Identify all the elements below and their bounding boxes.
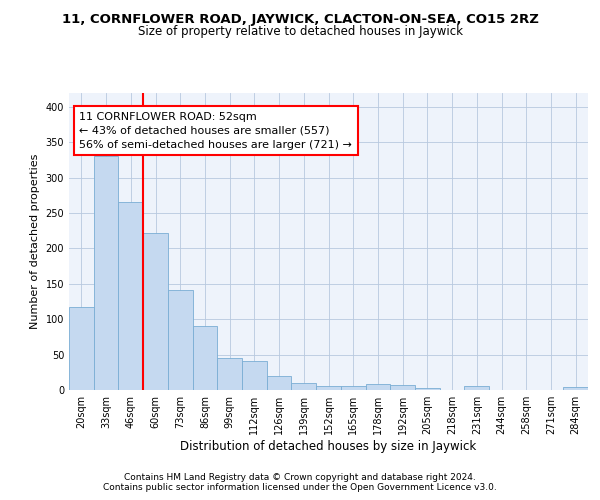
Text: 11 CORNFLOWER ROAD: 52sqm
← 43% of detached houses are smaller (557)
56% of semi: 11 CORNFLOWER ROAD: 52sqm ← 43% of detac… [79, 112, 352, 150]
Bar [118, 202, 143, 390]
Bar [193, 326, 217, 390]
Bar [292, 383, 316, 390]
Bar [464, 386, 489, 390]
Bar [267, 376, 292, 390]
Bar [217, 358, 242, 390]
Bar [143, 233, 168, 390]
Bar [94, 156, 118, 390]
Bar [168, 290, 193, 390]
Y-axis label: Number of detached properties: Number of detached properties [30, 154, 40, 329]
Text: Contains public sector information licensed under the Open Government Licence v3: Contains public sector information licen… [103, 484, 497, 492]
Text: Size of property relative to detached houses in Jaywick: Size of property relative to detached ho… [137, 25, 463, 38]
X-axis label: Distribution of detached houses by size in Jaywick: Distribution of detached houses by size … [181, 440, 476, 453]
Bar [365, 384, 390, 390]
Bar [341, 386, 365, 390]
Text: 11, CORNFLOWER ROAD, JAYWICK, CLACTON-ON-SEA, CO15 2RZ: 11, CORNFLOWER ROAD, JAYWICK, CLACTON-ON… [62, 12, 538, 26]
Bar [316, 386, 341, 390]
Bar [563, 387, 588, 390]
Bar [415, 388, 440, 390]
Bar [390, 385, 415, 390]
Text: Contains HM Land Registry data © Crown copyright and database right 2024.: Contains HM Land Registry data © Crown c… [124, 472, 476, 482]
Bar [69, 307, 94, 390]
Bar [242, 361, 267, 390]
